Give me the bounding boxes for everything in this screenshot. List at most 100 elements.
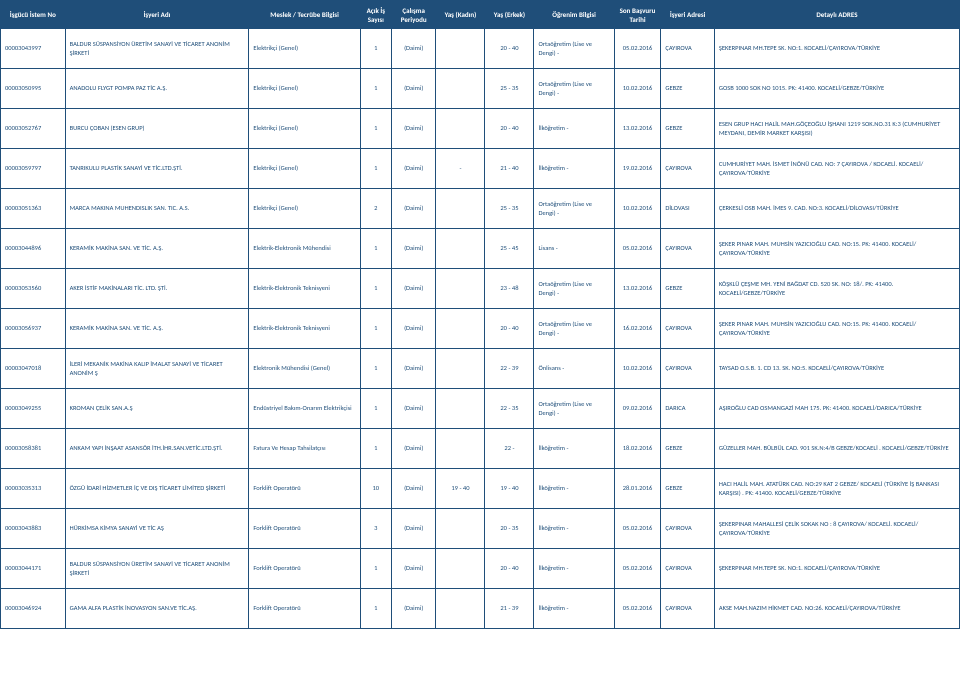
cell-periyod: (Daimi) [391, 549, 436, 589]
cell-sayi: 1 [360, 269, 391, 309]
cell-erkek: 25 - 35 [485, 69, 534, 109]
cell-erkek: 20 - 40 [485, 309, 534, 349]
cell-sayi: 1 [360, 309, 391, 349]
cell-istem: 00003047018 [1, 349, 66, 389]
cell-erkek: 23 - 48 [485, 269, 534, 309]
cell-periyod: (Daimi) [391, 309, 436, 349]
table-row: 00003044896KERAMİK MAKİNA SAN. VE TİC. A… [1, 229, 960, 269]
cell-kadin [436, 429, 485, 469]
cell-erkek: 21 - 40 [485, 149, 534, 189]
cell-erkek: 21 - 39 [485, 589, 534, 629]
cell-ogrenim: Önlisans - [534, 349, 614, 389]
col-adres: İşyeri Adresi [661, 1, 714, 29]
cell-tarih: 05.02.2016 [614, 29, 661, 69]
cell-kadin [436, 109, 485, 149]
cell-istem: 00003052767 [1, 109, 66, 149]
cell-periyod: (Daimi) [391, 149, 436, 189]
cell-meslek: Elektrikçi (Genel) [249, 69, 360, 109]
cell-isyeri: ANKAM YAPI İNŞAAT ASANSÖR İTH.İHR.SAN.VE… [65, 429, 249, 469]
cell-kadin: 19 - 40 [436, 469, 485, 509]
cell-detay: ŞEKER PINAR MAH. MUHSİN YAZICIOĞLU CAD. … [714, 229, 959, 269]
cell-erkek: 25 - 35 [485, 189, 534, 229]
cell-kadin [436, 69, 485, 109]
cell-meslek: Fatura Ve Hesap Tahsilatçısı [249, 429, 360, 469]
cell-meslek: Forklift Operatörü [249, 549, 360, 589]
cell-tarih: 28.01.2016 [614, 469, 661, 509]
cell-erkek: 20 - 35 [485, 509, 534, 549]
cell-sayi: 1 [360, 389, 391, 429]
cell-tarih: 19.02.2016 [614, 149, 661, 189]
cell-sayi: 1 [360, 109, 391, 149]
cell-periyod: (Daimi) [391, 109, 436, 149]
cell-adres: GEBZE [661, 469, 714, 509]
cell-detay: GÜZELLER MAH. BÜLBÜL CAD. 901 SK.N:4/B G… [714, 429, 959, 469]
cell-sayi: 1 [360, 349, 391, 389]
cell-tarih: 05.02.2016 [614, 589, 661, 629]
cell-meslek: Forklift Operatörü [249, 589, 360, 629]
cell-ogrenim: Ortaöğretim (Lise ve Dengi) - [534, 389, 614, 429]
cell-istem: 00003044896 [1, 229, 66, 269]
cell-ogrenim: Ortaöğretim (Lise ve Dengi) - [534, 309, 614, 349]
cell-ogrenim: İlköğretim - [534, 589, 614, 629]
cell-kadin [436, 189, 485, 229]
cell-ogrenim: İlköğretim - [534, 509, 614, 549]
cell-isyeri: İLERİ MEKANİK MAKİNA KALIP İMALAT SANAYİ… [65, 349, 249, 389]
cell-ogrenim: İlköğretim - [534, 429, 614, 469]
cell-erkek: 20 - 40 [485, 29, 534, 69]
cell-detay: ŞEKER PINAR MAH. MUHSİN YAZICIOĞLU CAD. … [714, 309, 959, 349]
table-row: 00003049255KROMAN ÇELİK SAN.A.ŞEndüstriy… [1, 389, 960, 429]
cell-isyeri: BALDUR SÜSPANSİYON ÜRETİM SANAYİ VE TİCA… [65, 549, 249, 589]
cell-detay: CUMHURİYET MAH. İSMET İNÖNÜ CAD. NO: 7 Ç… [714, 149, 959, 189]
cell-istem: 00003043883 [1, 509, 66, 549]
cell-adres: GEBZE [661, 269, 714, 309]
cell-detay: ŞEKERPINAR MH.TEPE SK. NO:1. KOCAELİ/ÇAY… [714, 549, 959, 589]
col-istem: İşgücü İstem No [1, 1, 66, 29]
col-kadin: Yaş (Kadın) [436, 1, 485, 29]
col-meslek: Meslek / Tecrübe Bilgisi [249, 1, 360, 29]
cell-meslek: Elektrikçi (Genel) [249, 189, 360, 229]
col-ogrenim: Öğrenim Bilgisi [534, 1, 614, 29]
cell-kadin [436, 29, 485, 69]
cell-sayi: 1 [360, 69, 391, 109]
cell-istem: 00003044171 [1, 549, 66, 589]
cell-isyeri: TANRIKULU PLASTİK SANAYİ VE TİC.LTD.ŞTİ. [65, 149, 249, 189]
cell-periyod: (Daimi) [391, 189, 436, 229]
cell-istem: 00003058381 [1, 429, 66, 469]
cell-periyod: (Daimi) [391, 469, 436, 509]
cell-tarih: 10.02.2016 [614, 349, 661, 389]
cell-tarih: 05.02.2016 [614, 509, 661, 549]
cell-kadin [436, 509, 485, 549]
cell-isyeri: BURCU ÇOBAN (ESEN GRUP) [65, 109, 249, 149]
cell-detay: ŞEKERPINAR MAHALLESİ ÇELİK SOKAK NO : 8 … [714, 509, 959, 549]
cell-periyod: (Daimi) [391, 29, 436, 69]
cell-istem: 00003046924 [1, 589, 66, 629]
cell-isyeri: AKER İSTİF MAKİNALARI TİC. LTD. ŞTİ. [65, 269, 249, 309]
cell-kadin: - [436, 149, 485, 189]
table-row: 00003047018İLERİ MEKANİK MAKİNA KALIP İM… [1, 349, 960, 389]
table-row: 00003050995ANADOLU FLYGT POMPA PAZ TİC A… [1, 69, 960, 109]
cell-adres: DARICA [661, 389, 714, 429]
cell-isyeri: MARCA MAKINA MUHENDISLIK SAN. TIC. A.S. [65, 189, 249, 229]
col-sayi: Açık İş Sayısı [360, 1, 391, 29]
cell-adres: ÇAYIROVA [661, 509, 714, 549]
cell-meslek: Elektrikçi (Genel) [249, 109, 360, 149]
cell-tarih: 16.02.2016 [614, 309, 661, 349]
cell-detay: HACI HALİL MAH. ATATÜRK CAD. NO:29 KAT 2… [714, 469, 959, 509]
cell-detay: ÇERKESLİ OSB MAH. İMES 9. CAD. NO:3. KOC… [714, 189, 959, 229]
cell-periyod: (Daimi) [391, 349, 436, 389]
cell-isyeri: KERAMİK MAKİNA SAN. VE TİC. A.Ş. [65, 229, 249, 269]
cell-tarih: 05.02.2016 [614, 229, 661, 269]
cell-periyod: (Daimi) [391, 429, 436, 469]
cell-sayi: 1 [360, 549, 391, 589]
cell-detay: AKSE MAH.NAZIM HİKMET CAD. NO:26. KOCAEL… [714, 589, 959, 629]
cell-meslek: Elektronik Mühendisi (Genel) [249, 349, 360, 389]
cell-istem: 00003056937 [1, 309, 66, 349]
cell-detay: ŞEKERPINAR MH.TEPE SK. NO:1. KOCAELİ/ÇAY… [714, 29, 959, 69]
cell-istem: 00003051363 [1, 189, 66, 229]
cell-tarih: 09.02.2016 [614, 389, 661, 429]
cell-adres: DİLOVASI [661, 189, 714, 229]
cell-ogrenim: İlköğretim - [534, 469, 614, 509]
table-row: 00003051363MARCA MAKINA MUHENDISLIK SAN.… [1, 189, 960, 229]
cell-adres: GEBZE [661, 109, 714, 149]
cell-ogrenim: İlköğretim - [534, 549, 614, 589]
